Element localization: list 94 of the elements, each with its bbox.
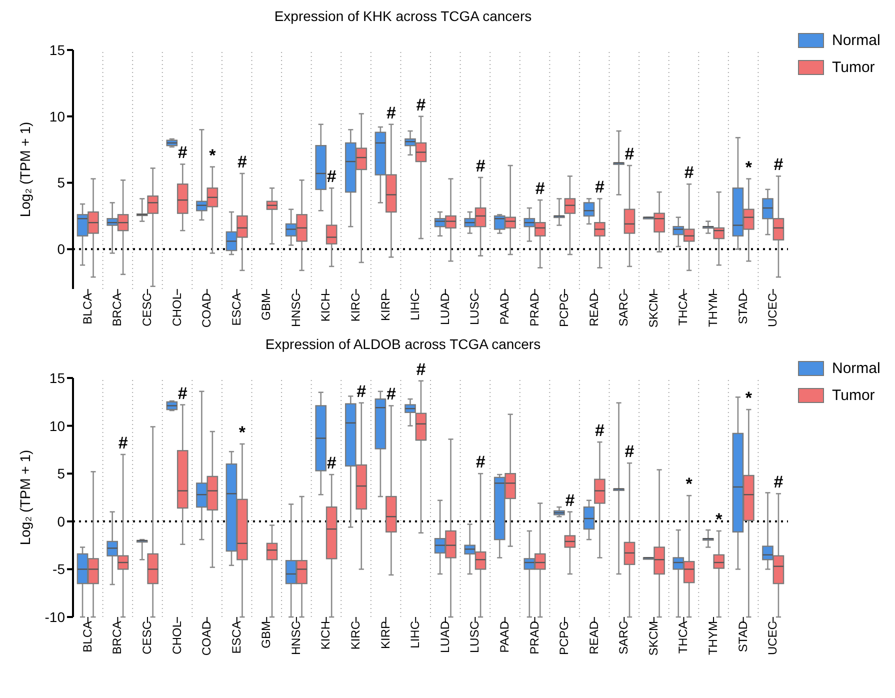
- x-tick-label: UCEC: [766, 292, 780, 328]
- x-tick-label: CESC: [140, 292, 154, 326]
- x-tick-label: GBM: [259, 293, 274, 320]
- legend-label: Normal: [832, 32, 880, 49]
- y-tick-label: 10: [49, 418, 66, 434]
- x-tick-label: PAAD: [498, 292, 512, 325]
- text: *: [209, 146, 216, 165]
- x-tick-label: KIRC: [348, 620, 363, 650]
- y-tick-label: 5: [57, 466, 66, 482]
- text: #: [178, 384, 188, 403]
- x-tick-label: HNSC: [288, 620, 303, 656]
- x-tick-label: COAD: [200, 292, 214, 328]
- text: #: [326, 454, 336, 473]
- x-tick-label: COAD: [200, 620, 214, 656]
- legend-label: Tumor: [832, 59, 875, 76]
- text: #: [624, 144, 634, 164]
- x-tick-label: ESCA: [229, 621, 244, 654]
- text: #: [118, 433, 128, 452]
- x-tick-label: STAD: [736, 620, 750, 652]
- chart-title: Expression of ALDOB across TCGA cancers: [264, 336, 542, 352]
- text: #: [476, 452, 486, 472]
- x-tick-label: LUAD: [438, 292, 452, 326]
- text: #: [178, 143, 188, 162]
- x-tick-label: SARC: [616, 620, 631, 654]
- text: #: [416, 360, 426, 379]
- x-tick-label: CESC: [140, 620, 154, 654]
- text: #: [774, 472, 784, 492]
- x-tick-label: BRCA: [110, 621, 124, 654]
- x-tick-label: KICH: [318, 293, 333, 322]
- y-tick-label: 0: [57, 513, 66, 530]
- x-tick-label: BLCA: [80, 621, 94, 652]
- x-tick-label: THYM: [706, 621, 720, 655]
- x-tick-label: LIHC: [408, 292, 422, 320]
- x-tick-label: BLCA: [80, 293, 94, 324]
- text: #: [684, 163, 694, 182]
- text: #: [774, 155, 784, 174]
- chart-title: Expression of KHK across TCGA cancers: [273, 8, 533, 24]
- legend-label: Normal: [832, 360, 880, 377]
- text: *: [745, 158, 752, 177]
- text: #: [624, 442, 634, 462]
- x-tick-label: THCA: [676, 621, 690, 654]
- x-tick-label: LUSC: [468, 292, 482, 326]
- y-tick-label: 5: [57, 174, 66, 191]
- text: #: [476, 156, 486, 176]
- x-tick-label: KIRP: [378, 621, 392, 650]
- text: *: [716, 510, 722, 529]
- y-axis-title: Log₂ (TPM + 1): [16, 450, 33, 546]
- x-tick-label: KICH: [318, 621, 333, 650]
- x-tick-label: PRAD: [527, 292, 542, 326]
- text: #: [416, 95, 426, 114]
- x-tick-label: GBM: [259, 621, 274, 648]
- y-tick-label: 10: [49, 108, 66, 124]
- x-tick-label: PRAD: [527, 620, 542, 654]
- x-tick-label: READ: [586, 292, 601, 326]
- text: #: [386, 103, 396, 122]
- text: #: [326, 167, 336, 186]
- text: #: [594, 178, 604, 197]
- x-tick-label: LUSC: [468, 620, 482, 654]
- x-tick-label: CHOL: [170, 292, 184, 326]
- x-tick-label: LUAD: [438, 620, 452, 654]
- x-tick-label: UCEC: [766, 620, 780, 656]
- x-tick-label: ESCA: [229, 293, 244, 326]
- x-tick-label: PCPG: [557, 621, 572, 656]
- x-tick-label: CHOL: [170, 620, 184, 654]
- x-tick-label: SKCM: [646, 293, 660, 328]
- x-tick-label: THYM: [706, 293, 720, 327]
- text: *: [238, 422, 246, 442]
- text: #: [237, 152, 247, 172]
- y-tick-label: -5: [52, 561, 66, 578]
- text: *: [745, 388, 752, 408]
- x-tick-label: PCPG: [557, 293, 572, 328]
- x-tick-label: KIRC: [348, 292, 363, 322]
- x-tick-label: BRCA: [110, 293, 124, 326]
- x-tick-label: READ: [586, 620, 601, 654]
- y-axis-title: Log₂ (TPM + 1): [16, 122, 33, 218]
- x-tick-label: SARC: [616, 292, 631, 326]
- text: *: [686, 474, 692, 494]
- y-tick-label: -10: [44, 608, 66, 625]
- x-tick-label: STAD: [736, 292, 750, 324]
- x-tick-label: LIHC: [408, 620, 422, 648]
- legend-label: Tumor: [832, 387, 875, 404]
- x-tick-label: THCA: [676, 293, 690, 326]
- y-tick-label: 15: [49, 370, 66, 386]
- x-tick-label: SKCM: [646, 621, 660, 656]
- text: #: [594, 421, 604, 440]
- text: #: [386, 384, 396, 404]
- text: #: [565, 490, 575, 510]
- x-tick-label: KIRP: [378, 293, 392, 322]
- y-tick-label: 15: [49, 42, 66, 58]
- text: #: [535, 179, 545, 198]
- x-tick-label: PAAD: [498, 620, 512, 653]
- y-tick-label: 0: [57, 241, 66, 258]
- text: #: [356, 382, 366, 401]
- x-tick-label: HNSC: [288, 292, 303, 328]
